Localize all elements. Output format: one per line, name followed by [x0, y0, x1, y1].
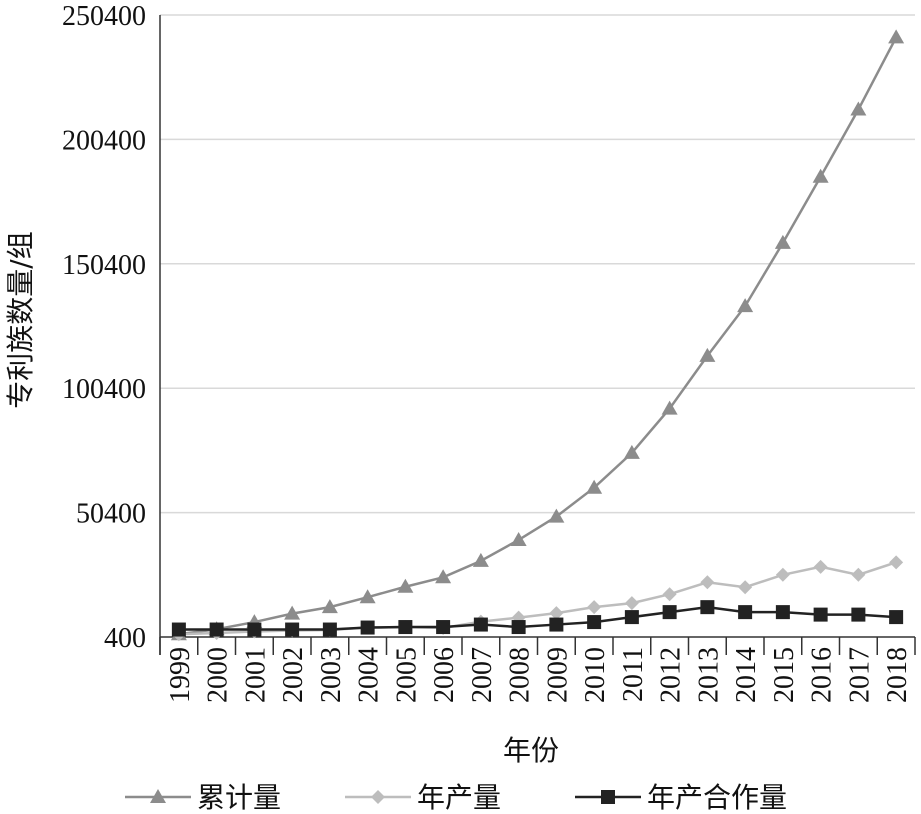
data-point: [851, 567, 866, 582]
data-point: [284, 605, 301, 620]
data-point: [737, 298, 754, 313]
data-point: [889, 555, 904, 570]
legend-item: 累计量: [125, 781, 281, 814]
data-point: [662, 605, 677, 620]
y-tick-label: 100400: [62, 374, 146, 405]
x-tick-label: 2000: [203, 647, 234, 703]
legend-label: 年产合作量: [647, 781, 787, 814]
data-point: [774, 234, 791, 249]
x-tick-label: 2011: [618, 647, 649, 702]
x-tick-label: 2007: [467, 647, 498, 703]
data-point: [624, 596, 639, 611]
series: [170, 29, 905, 642]
data-point: [699, 347, 716, 362]
series-3: [171, 600, 904, 637]
x-tick-label: 2013: [693, 647, 724, 703]
data-point: [548, 508, 565, 523]
data-point: [738, 580, 753, 595]
data-point: [587, 615, 602, 630]
y-axis-label: 专利族数量/组: [4, 231, 37, 408]
y-tick-label: 250400: [62, 1, 146, 32]
legend-label: 年产量: [417, 781, 501, 814]
x-tick-label: 2005: [391, 647, 422, 703]
legend-label: 累计量: [197, 781, 281, 814]
data-point: [850, 101, 867, 116]
data-point: [623, 444, 640, 459]
data-point: [889, 610, 904, 625]
x-tick-label: 2018: [882, 647, 913, 703]
y-tick-label: 400: [104, 623, 146, 654]
series-line: [178, 36, 898, 636]
data-point: [359, 589, 376, 604]
gridlines: [160, 14, 915, 514]
x-tick-label: 2008: [505, 647, 536, 703]
data-point: [209, 622, 224, 637]
x-tick-label: 2001: [240, 647, 271, 703]
x-tick-label: 2014: [731, 647, 762, 703]
x-tick-label: 2012: [656, 647, 687, 703]
y-tick-label: 50400: [76, 499, 146, 530]
data-point: [888, 29, 905, 44]
data-point: [812, 168, 829, 183]
x-tick-label: 2017: [844, 647, 875, 703]
data-point: [851, 607, 866, 622]
x-tick-label: 2015: [769, 647, 800, 703]
data-point: [360, 620, 375, 635]
data-point: [586, 479, 603, 494]
data-point: [662, 587, 677, 602]
data-point: [171, 622, 186, 637]
x-tick-label: 1999: [165, 647, 196, 703]
axes: [159, 15, 916, 655]
data-point: [738, 605, 753, 620]
data-point: [775, 567, 790, 582]
data-point: [436, 620, 451, 635]
data-point: [322, 622, 337, 637]
y-tick-label: 150400: [62, 250, 146, 281]
y-tick-label: 200400: [62, 125, 146, 156]
legend-item: 年产合作量: [575, 781, 787, 814]
data-point: [321, 599, 338, 614]
x-tick-label: 2004: [354, 647, 385, 703]
data-point: [511, 620, 526, 635]
data-point: [661, 400, 678, 415]
data-point: [398, 620, 413, 635]
data-point: [285, 622, 300, 637]
data-point: [624, 610, 639, 625]
x-tick-label: 2003: [316, 647, 347, 703]
legend-marker: [371, 790, 385, 804]
data-point: [587, 600, 602, 615]
data-point: [473, 617, 488, 632]
x-tick-label: 2009: [542, 647, 573, 703]
legend-marker: [601, 790, 615, 804]
data-point: [397, 578, 414, 593]
x-tick-label: 2006: [429, 647, 460, 703]
x-axis-label: 年份: [503, 734, 559, 767]
data-point: [775, 605, 790, 620]
y-tick-labels: 400 50400 100400 150400 200400 250400: [62, 1, 146, 654]
data-point: [549, 617, 564, 632]
data-point: [435, 569, 452, 584]
x-tick-label: 2016: [807, 647, 838, 703]
data-point: [247, 622, 262, 637]
series-1: [170, 29, 905, 641]
data-point: [813, 559, 828, 574]
x-tick-label: 2002: [278, 647, 309, 703]
x-tick-label: 2010: [580, 647, 611, 703]
data-point: [472, 552, 489, 567]
legend-item: 年产量: [345, 781, 501, 814]
data-point: [510, 531, 527, 546]
data-point: [700, 575, 715, 590]
legend-marker: [150, 789, 166, 803]
x-tick-labels: 1999 2000 2001 2002 2003 2004 2005 2006 2007 2008…: [165, 647, 913, 703]
data-point: [813, 607, 828, 622]
data-point: [549, 606, 564, 621]
data-point: [700, 600, 715, 615]
legend: 累计量 年产量 年产合作量: [125, 781, 787, 814]
